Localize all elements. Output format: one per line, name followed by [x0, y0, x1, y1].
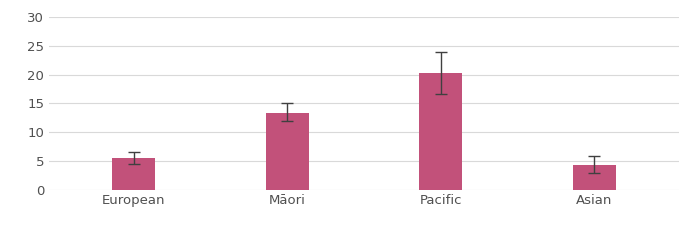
Bar: [112, 158, 155, 190]
Bar: [573, 165, 616, 190]
Bar: [419, 73, 462, 190]
Bar: [266, 113, 309, 190]
